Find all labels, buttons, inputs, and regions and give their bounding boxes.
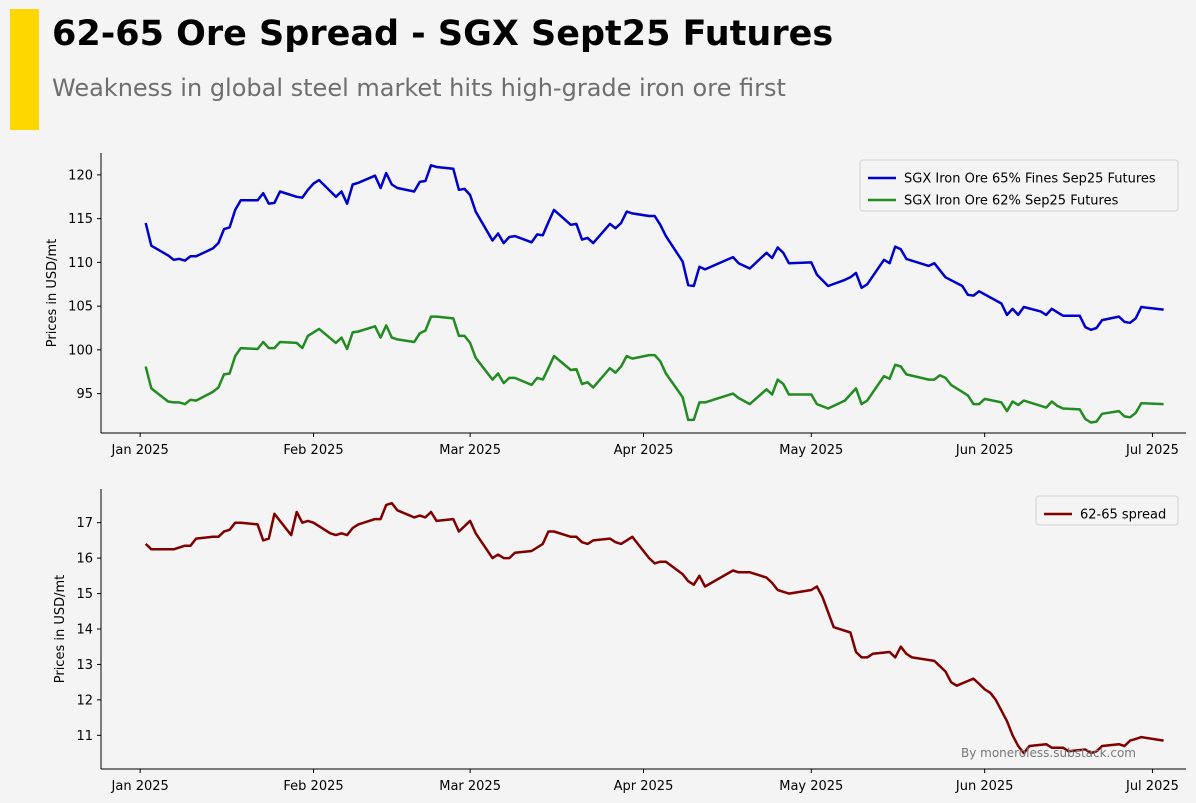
y-tick-label: 100 bbox=[68, 343, 93, 358]
y-tick-label: 14 bbox=[76, 623, 93, 638]
x-tick-label: Jun 2025 bbox=[955, 779, 1014, 794]
x-tick-label: Feb 2025 bbox=[283, 779, 343, 794]
watermark-text: By moneroless.substack.com bbox=[961, 746, 1136, 760]
y-axis-label: Prices in USD/mt bbox=[53, 575, 68, 684]
x-tick-label: Apr 2025 bbox=[614, 443, 674, 458]
title-accent-bar bbox=[10, 9, 39, 130]
series-line-2 bbox=[144, 315, 1164, 424]
legend-entry-label: SGX Iron Ore 62% Sep25 Futures bbox=[904, 194, 1119, 209]
chart-panel-2: 11 12 13 14 15 16 17 Jan 2025 Feb 2025 Mar 2025 Ap… bbox=[53, 489, 1186, 794]
y-tick-label: 115 bbox=[68, 212, 93, 227]
y-tick-label: 120 bbox=[68, 168, 93, 183]
legend: SGX Iron Ore 65% Fines Sep25 Futures SGX … bbox=[859, 159, 1179, 212]
x-tick-label: Jul 2025 bbox=[1125, 779, 1179, 794]
y-tick-label: 105 bbox=[68, 300, 93, 315]
y-tick-label: 11 bbox=[76, 729, 93, 744]
x-tick-label: Mar 2025 bbox=[439, 443, 501, 458]
y-tick-label: 17 bbox=[76, 516, 93, 531]
legend: 62-65 spread bbox=[1035, 495, 1179, 526]
legend-entry-label: 62-65 spread bbox=[1080, 508, 1166, 523]
y-tick-label: 16 bbox=[76, 552, 93, 567]
chart-panel-1: 95 100 105 110 115 120 Jan 2025 Feb 2025 Mar 202… bbox=[45, 153, 1186, 458]
page-title: 62-65 Ore Spread - SGX Sept25 Futures bbox=[52, 14, 834, 54]
page-subtitle: Weakness in global steel market hits hig… bbox=[52, 74, 786, 102]
y-tick-label: 15 bbox=[76, 587, 93, 602]
x-tick-label: Jun 2025 bbox=[955, 443, 1014, 458]
legend-entry-label: SGX Iron Ore 65% Fines Sep25 Futures bbox=[904, 172, 1156, 187]
x-tick-label: Mar 2025 bbox=[439, 779, 501, 794]
x-tick-label: Apr 2025 bbox=[614, 779, 674, 794]
legend-box bbox=[859, 159, 1179, 212]
y-tick-label: 12 bbox=[76, 693, 93, 708]
x-tick-label: May 2025 bbox=[779, 443, 843, 458]
x-tick-label: May 2025 bbox=[779, 779, 843, 794]
x-tick-label: Jul 2025 bbox=[1125, 443, 1179, 458]
y-tick-label: 110 bbox=[68, 256, 93, 271]
series-line-1 bbox=[144, 501, 1164, 755]
x-tick-label: Jan 2025 bbox=[111, 443, 169, 458]
y-tick-label: 13 bbox=[76, 658, 93, 673]
x-tick-label: Feb 2025 bbox=[283, 443, 343, 458]
y-axis-label: Prices in USD/mt bbox=[45, 239, 60, 348]
legend-box bbox=[1035, 495, 1179, 526]
y-tick-label: 95 bbox=[76, 387, 93, 402]
series-line-1 bbox=[144, 164, 1164, 332]
x-tick-label: Jan 2025 bbox=[111, 779, 169, 794]
